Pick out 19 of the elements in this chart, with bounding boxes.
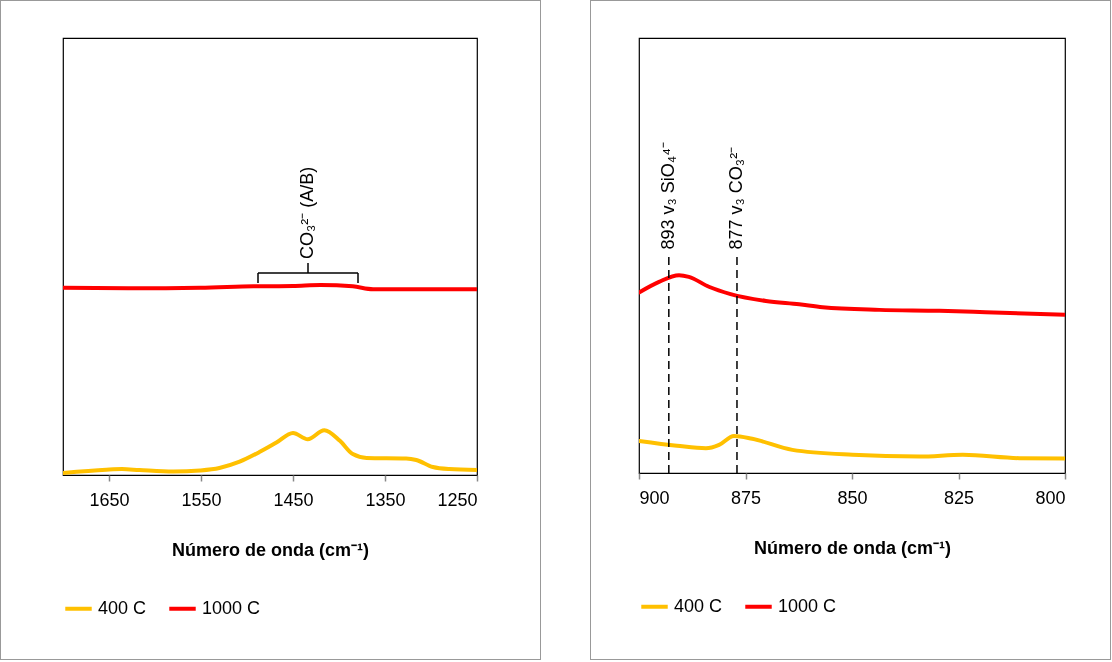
x-tick-label: 875 [730,487,762,508]
x-tick-label: 900 [639,487,670,508]
x-tick-label: 1450 [273,489,314,510]
legend-label: 1000 C [778,595,837,616]
legend-label: 400 C [98,597,147,618]
x-tick-label: 1250 [437,489,478,510]
x-tick-label: 825 [943,487,975,508]
ref-line-label: 877 v₃ CO₃²⁻ [725,146,746,250]
x-tick-label: 1350 [365,489,406,510]
x-axis-title: Número de onda (cm⁻¹) [753,537,952,558]
x-tick-label: 800 [1035,487,1066,508]
legend-label: 1000 C [202,597,261,618]
legend-label: 400 C [674,595,723,616]
x-axis-title: Número de onda (cm⁻¹) [171,539,370,560]
text: CO₃²⁻ (A/B) [297,166,317,259]
x-tick-label: 1650 [89,489,130,510]
ref-line-label: 893 v₃ SiO₄⁴⁻ [657,142,678,250]
x-tick-label: 850 [837,487,868,508]
x-tick-label: 1550 [181,489,222,510]
